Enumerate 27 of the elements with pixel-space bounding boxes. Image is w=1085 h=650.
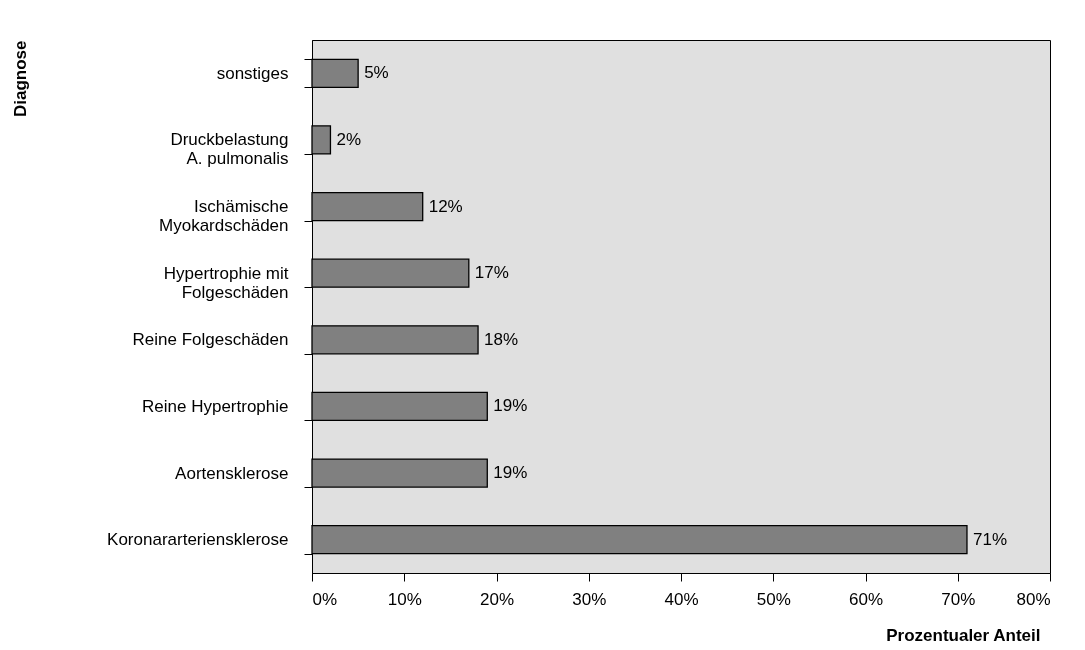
data-label: 19%: [493, 463, 528, 483]
y-tick-label: sonstiges: [216, 63, 289, 83]
data-label: 19%: [493, 396, 528, 416]
y-tick-label: Ischämische Myokardschäden: [159, 197, 289, 236]
x-axis-title: Prozentualer Anteil: [886, 625, 1041, 645]
y-tick-label: Druckbelastung A. pulmonalis: [170, 130, 289, 169]
y-tick-label: Hypertrophie mit Folgeschäden: [163, 263, 289, 302]
data-label: 18%: [484, 329, 519, 349]
x-tick-label: 20%: [479, 589, 515, 609]
y-tick-label: Aortensklerose: [175, 463, 289, 483]
x-tick-label: 10%: [387, 589, 422, 609]
x-tick-label: 50%: [756, 589, 791, 609]
y-axis-title: Diagnose: [10, 40, 30, 118]
y-tick-label: Koronararteriensklerose: [107, 530, 289, 550]
x-tick-label: 60%: [848, 589, 884, 609]
x-tick-label: 0%: [312, 589, 338, 609]
y-tick-label: Reine Hypertrophie: [142, 396, 289, 416]
data-label: 71%: [972, 529, 1008, 549]
x-tick-label: 80%: [1016, 589, 1051, 609]
data-label: 5%: [364, 63, 389, 83]
y-tick-label: Reine Folgeschäden: [132, 330, 289, 350]
data-label: 2%: [336, 129, 362, 149]
x-tick-label: 30%: [572, 589, 607, 609]
x-tick-label: 70%: [941, 589, 976, 609]
x-tick-label: 40%: [664, 589, 699, 609]
data-label: 17%: [474, 263, 509, 283]
data-label: 12%: [428, 196, 463, 216]
